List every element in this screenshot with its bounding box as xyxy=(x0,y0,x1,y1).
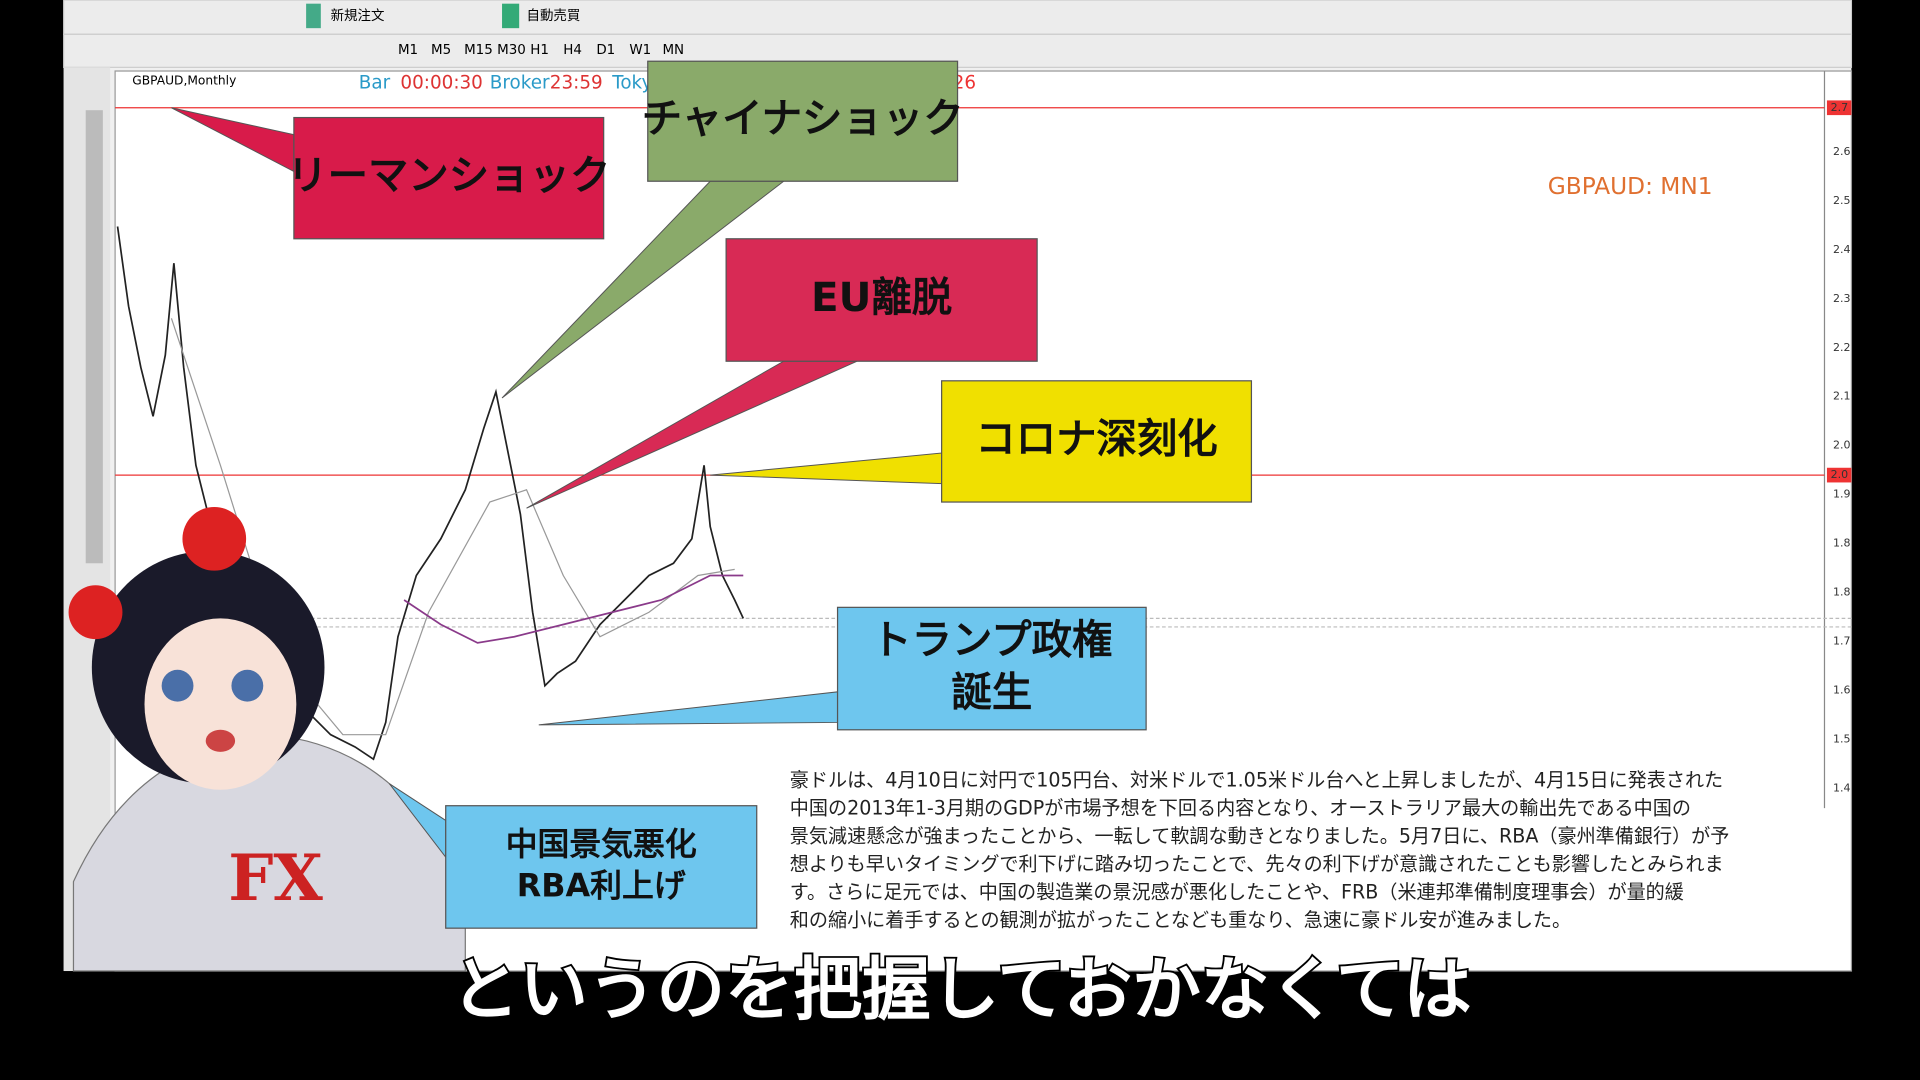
mouth xyxy=(205,729,236,752)
order-icon[interactable] xyxy=(306,3,321,29)
eye xyxy=(161,669,194,702)
price-label: 2.5 xyxy=(1833,194,1851,207)
callout-text: コロナ深刻化 xyxy=(975,414,1217,462)
auto-trade-button[interactable]: 自動売買 xyxy=(527,8,581,24)
info-text: Bar xyxy=(359,72,391,93)
bow xyxy=(182,506,247,571)
callout-text: EU離脱 xyxy=(811,273,952,321)
note-line: 和の縮小に着手するとの観測が拡がったことなども重なり、急速に豪ドル安が進みました… xyxy=(790,908,1571,931)
price-label: 1.5 xyxy=(1833,733,1851,746)
callout-text: リーマンショック xyxy=(287,151,610,199)
callout-box xyxy=(941,380,1253,503)
new-order-button[interactable]: 新規注文 xyxy=(331,8,385,24)
note-line: 中国の2013年1-3月期のGDPが市場予想を下回る内容となり、オーストラリア最… xyxy=(790,797,1691,820)
info-text: Toky xyxy=(611,72,652,93)
price-marker-bg xyxy=(1826,100,1852,116)
timeframe-button[interactable]: M30 xyxy=(497,43,526,58)
auto-trade-icon[interactable] xyxy=(502,3,520,29)
note-line: 豪ドルは、4月10日に対円で105円台、対米ドルで1.05米ドル台へと上昇しまし… xyxy=(790,769,1723,792)
callout-text: RBA利上げ xyxy=(517,867,686,905)
info-tail: 26 xyxy=(953,72,976,93)
timeframe-button[interactable]: MN xyxy=(662,43,684,58)
callout-text: 誕生 xyxy=(951,668,1032,716)
moving-average xyxy=(403,574,744,644)
scrollbar xyxy=(85,110,103,564)
bow xyxy=(68,585,123,640)
price-label: 1.8 xyxy=(1833,537,1851,550)
price-label: 2.6 xyxy=(1833,145,1851,158)
logo: FX xyxy=(228,841,323,916)
timeframe-button[interactable]: H1 xyxy=(530,43,549,58)
price-label: 1.9 xyxy=(1833,488,1851,501)
callout-box xyxy=(293,116,605,240)
price-label: 1.6 xyxy=(1833,684,1851,697)
price-marker-bg xyxy=(1826,467,1852,483)
character: FX xyxy=(68,506,466,972)
price-label: 1.8 xyxy=(1833,586,1851,599)
callout-text: 中国景気悪化 xyxy=(506,825,697,863)
timeframe-button[interactable]: M1 xyxy=(398,43,418,58)
price-label: 2.4 xyxy=(1833,243,1851,256)
face xyxy=(144,618,297,790)
note-line: 景気減速懸念が強まったことから、一転して軟調な動きとなりました。5月7日に、RB… xyxy=(790,825,1730,848)
price-label: 2.1 xyxy=(1833,390,1851,403)
info-text: 00:00:30 xyxy=(400,72,482,93)
callout-box xyxy=(647,60,959,182)
note-line: 想よりも早いタイミングで利下げに踏み切ったことで、先々の利下げが意識されたことも… xyxy=(790,852,1724,875)
timeframe-button[interactable]: D1 xyxy=(596,43,615,58)
price-label: 1.4 xyxy=(1833,782,1851,795)
callout-text: トランプ政権 xyxy=(871,615,1112,663)
callout-box xyxy=(836,606,1147,731)
chart-label: GBPAUD: MN1 xyxy=(1548,173,1713,200)
price-label: 2.0 xyxy=(1833,439,1851,452)
price-label: 1.7 xyxy=(1833,635,1851,648)
symbol: GBPAUD,Monthly xyxy=(132,73,236,87)
timeframe-button[interactable]: W1 xyxy=(629,43,651,58)
price-marker: 2.0 xyxy=(1831,468,1849,481)
callout-box xyxy=(445,805,758,929)
callout-box xyxy=(725,238,1038,362)
note-line: す。さらに足元では、中国の製造業の景況感が悪化したことや、FRB（米連邦準備制度… xyxy=(790,880,1684,903)
note: 豪ドルは、4月10日に対円で105円台、対米ドルで1.05米ドル台へと上昇しまし… xyxy=(790,769,1730,932)
price-line xyxy=(116,226,745,761)
price-marker: 2.7 xyxy=(1831,101,1849,114)
info-text: 23:59 xyxy=(550,72,603,93)
eye xyxy=(231,669,264,702)
timeframe-button[interactable]: H4 xyxy=(563,43,582,58)
timeframe-button[interactable]: M5 xyxy=(431,43,451,58)
callout-text: チャイナショック xyxy=(642,94,964,142)
info-text: Broker xyxy=(490,72,550,93)
timeframe-button[interactable]: M15 xyxy=(464,43,493,58)
price-label: 2.2 xyxy=(1833,341,1851,354)
subtitle: というのを把握しておかなくては xyxy=(451,950,1472,1030)
price-label: 2.3 xyxy=(1833,292,1851,305)
